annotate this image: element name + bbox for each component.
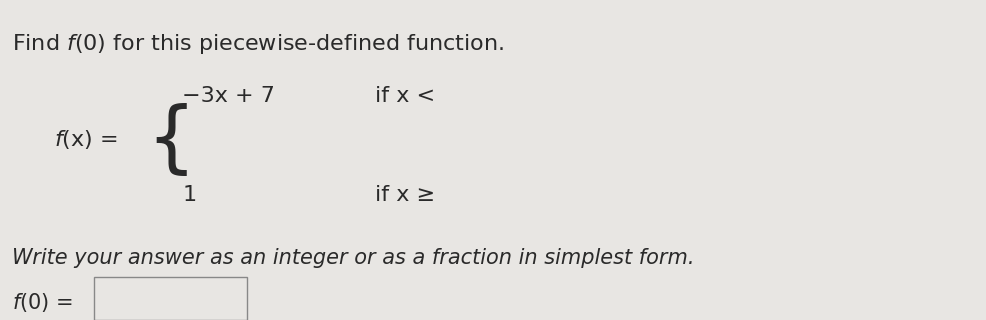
Text: −3x + 7: −3x + 7: [182, 86, 275, 106]
FancyBboxPatch shape: [94, 277, 246, 320]
Text: 1: 1: [182, 185, 196, 205]
Text: $f$(x) =: $f$(x) =: [54, 128, 118, 151]
Text: $f$(0) =: $f$(0) =: [12, 291, 73, 314]
Text: if x <: if x <: [375, 86, 435, 106]
Text: {: {: [146, 103, 195, 179]
Text: Find $f$(0) for this piecewise-defined function.: Find $f$(0) for this piecewise-defined f…: [12, 32, 504, 56]
Text: if x ≥: if x ≥: [375, 185, 435, 205]
Text: Write your answer as an integer or as a fraction in simplest form.: Write your answer as an integer or as a …: [12, 248, 694, 268]
